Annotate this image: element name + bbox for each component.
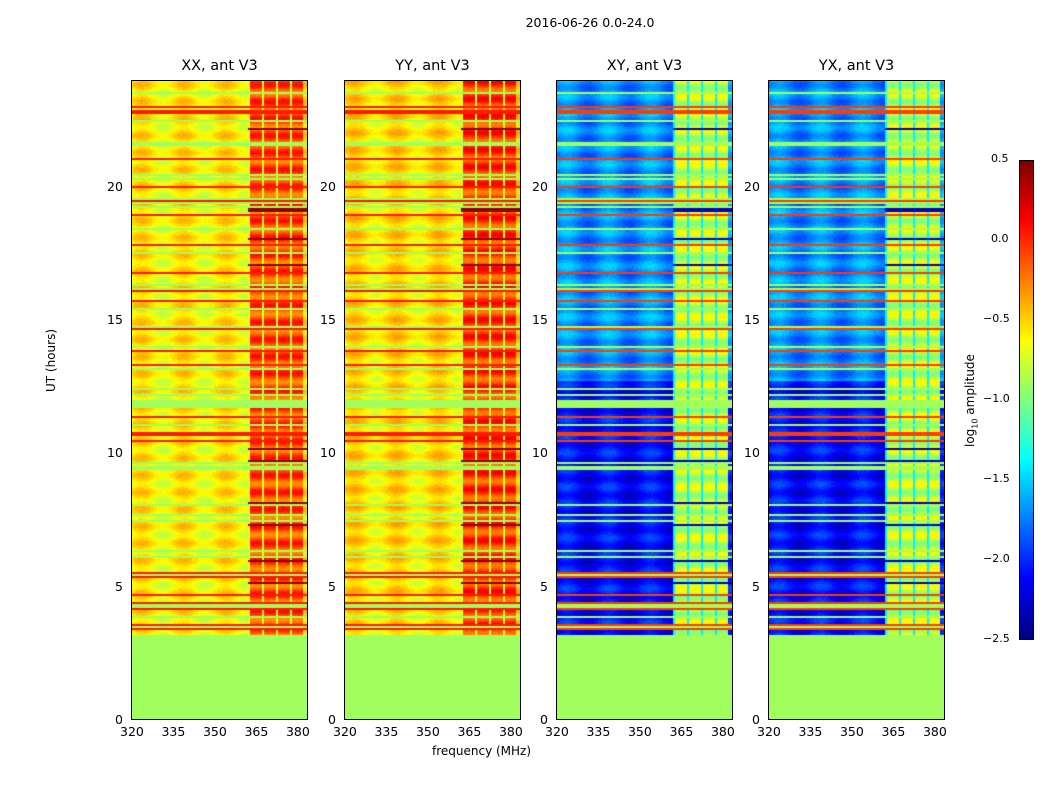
colorbar-tick-label: −1.0	[983, 392, 1010, 405]
x-tick-label: 335	[161, 724, 186, 739]
panel-title: XY, ant V3	[606, 58, 683, 74]
axes-frame	[131, 80, 308, 720]
panel-2: YY, ant V3	[344, 58, 521, 720]
y-tick-label: 5	[115, 578, 123, 594]
y-tick-label: 15	[107, 312, 123, 327]
y-tick-label: 0	[328, 712, 336, 727]
y-tick-label: 10	[107, 445, 123, 461]
heatmap	[768, 80, 945, 720]
y-tick-label: 0	[115, 712, 123, 727]
panel-title: YY, ant V3	[395, 58, 470, 74]
y-tick-label: 5	[328, 578, 336, 594]
figure-title: 2016-06-26 0.0-24.0	[525, 15, 655, 30]
axes-frame	[344, 80, 521, 720]
y-tick-label: 5	[540, 578, 548, 594]
y-tick-label: 20	[107, 178, 123, 194]
axes-frame	[556, 80, 733, 720]
x-tick-label: 350	[415, 724, 440, 739]
y-tick-label: 10	[744, 445, 760, 461]
heatmap	[131, 80, 308, 720]
x-tick-label: 335	[374, 724, 399, 739]
y-tick-label: 20	[744, 178, 760, 194]
x-tick-label: 320	[757, 724, 781, 739]
x-tick-label: 380	[922, 724, 947, 739]
y-tick-label: 20	[532, 178, 548, 194]
colorbar-tick-label: −2.5	[983, 632, 1010, 645]
colorbar	[1019, 160, 1034, 640]
y-tick-label: 15	[532, 312, 548, 327]
colorbar-tick-label: −2.0	[983, 552, 1010, 565]
x-tick-label: 365	[881, 724, 906, 739]
heatmap	[556, 80, 733, 720]
y-tick-label: 15	[744, 312, 760, 327]
y-tick-label: 5	[752, 578, 760, 594]
x-tick-label: 365	[457, 724, 482, 739]
y-tick-label: 0	[752, 712, 760, 727]
axes-frame	[768, 80, 945, 720]
x-tick-label: 320	[545, 724, 569, 739]
y-tick-label: 0	[540, 712, 548, 727]
x-tick-label: 335	[586, 724, 611, 739]
x-tick-label: 320	[333, 724, 357, 739]
y-tick-label: 15	[320, 312, 336, 327]
colorbar-tick-label: 0.0	[991, 232, 1009, 245]
x-tick-label: 335	[798, 724, 823, 739]
colorbar-tick-label: −1.5	[983, 472, 1010, 485]
y-tick-label: 10	[532, 445, 548, 461]
panel-1: XX, ant V3	[131, 58, 308, 720]
x-tick-label: 365	[669, 724, 694, 739]
panel-4: YX, ant V3	[768, 58, 945, 720]
colorbar-tick-label: −0.5	[983, 312, 1010, 325]
x-tick-label: 350	[839, 724, 864, 739]
colorbar-label: log10 amplitude	[963, 354, 980, 447]
x-tick-label: 350	[627, 724, 652, 739]
y-tick-label: 20	[320, 178, 336, 194]
colorbar-tick-label: 0.5	[991, 152, 1009, 165]
x-tick-label: 320	[120, 724, 144, 739]
y-axis-label: UT (hours)	[44, 328, 58, 392]
x-axis-label: frequency (MHz)	[432, 744, 532, 758]
y-tick-label: 10	[320, 445, 336, 461]
x-tick-label: 380	[498, 724, 523, 739]
panel-title: XX, ant V3	[181, 58, 258, 74]
panel-title: YX, ant V3	[818, 58, 895, 74]
x-tick-label: 380	[710, 724, 735, 739]
x-tick-label: 380	[285, 724, 310, 739]
heatmap	[344, 80, 521, 720]
x-tick-label: 365	[244, 724, 269, 739]
panel-3: XY, ant V3	[556, 58, 733, 720]
x-tick-label: 350	[202, 724, 227, 739]
